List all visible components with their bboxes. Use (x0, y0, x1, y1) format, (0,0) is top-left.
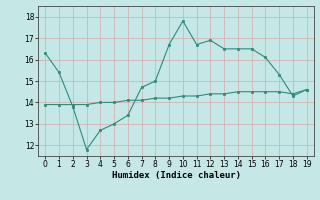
X-axis label: Humidex (Indice chaleur): Humidex (Indice chaleur) (111, 171, 241, 180)
